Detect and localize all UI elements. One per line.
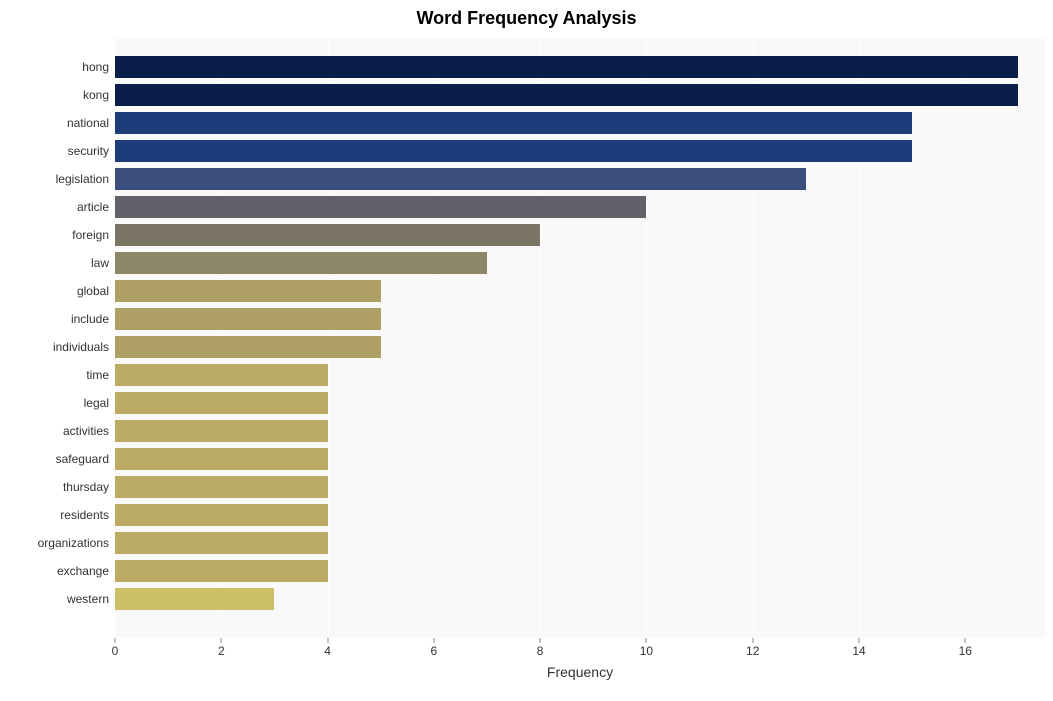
y-axis-label: legal <box>84 396 115 410</box>
x-tick: 2 <box>221 638 222 643</box>
y-axis-label: global <box>77 284 115 298</box>
y-axis-label: safeguard <box>56 452 115 466</box>
y-axis-label: kong <box>83 88 115 102</box>
bar <box>115 112 912 134</box>
y-axis-label: law <box>91 256 115 270</box>
bar <box>115 224 540 246</box>
y-axis-label: foreign <box>72 228 115 242</box>
y-axis-label: organizations <box>38 536 115 550</box>
x-tick-label: 14 <box>852 644 865 658</box>
y-axis-label: security <box>68 144 115 158</box>
bar <box>115 364 328 386</box>
bar <box>115 392 328 414</box>
grid-line <box>965 38 966 638</box>
x-tick-label: 8 <box>537 644 544 658</box>
x-tick: 14 <box>859 638 860 643</box>
bar <box>115 560 328 582</box>
y-axis-label: activities <box>63 424 115 438</box>
x-tick: 8 <box>540 638 541 643</box>
bar <box>115 420 328 442</box>
y-axis-label: residents <box>60 508 115 522</box>
x-tick-label: 0 <box>112 644 119 658</box>
x-tick-label: 2 <box>218 644 225 658</box>
x-axis-title: Frequency <box>547 664 613 680</box>
bar <box>115 252 487 274</box>
y-axis-label: exchange <box>57 564 115 578</box>
x-tick: 12 <box>752 638 753 643</box>
x-tick: 10 <box>646 638 647 643</box>
bar <box>115 196 646 218</box>
y-axis-label: legislation <box>56 172 115 186</box>
y-axis-label: article <box>77 200 115 214</box>
bar <box>115 308 381 330</box>
x-tick-label: 12 <box>746 644 759 658</box>
bar <box>115 280 381 302</box>
x-tick: 16 <box>965 638 966 643</box>
bar <box>115 84 1018 106</box>
bar <box>115 336 381 358</box>
y-axis-label: hong <box>82 60 115 74</box>
word-frequency-chart: Word Frequency Analysis Frequency 024681… <box>0 0 1053 701</box>
y-axis-label: individuals <box>53 340 115 354</box>
chart-title: Word Frequency Analysis <box>0 8 1053 29</box>
y-axis-label: include <box>71 312 115 326</box>
bar <box>115 140 912 162</box>
bar <box>115 168 806 190</box>
x-tick-label: 6 <box>431 644 438 658</box>
bar <box>115 504 328 526</box>
x-tick: 4 <box>327 638 328 643</box>
y-axis-label: national <box>67 116 115 130</box>
x-tick-label: 4 <box>324 644 331 658</box>
y-axis-label: thursday <box>63 480 115 494</box>
bar <box>115 448 328 470</box>
bar <box>115 588 274 610</box>
bar <box>115 56 1018 78</box>
y-axis-label: time <box>86 368 115 382</box>
plot-area: Frequency 0246810121416hongkongnationals… <box>115 38 1045 638</box>
x-tick-label: 10 <box>640 644 653 658</box>
x-tick-label: 16 <box>959 644 972 658</box>
x-tick: 6 <box>433 638 434 643</box>
bar <box>115 476 328 498</box>
bar <box>115 532 328 554</box>
x-tick: 0 <box>115 638 116 643</box>
y-axis-label: western <box>67 592 115 606</box>
